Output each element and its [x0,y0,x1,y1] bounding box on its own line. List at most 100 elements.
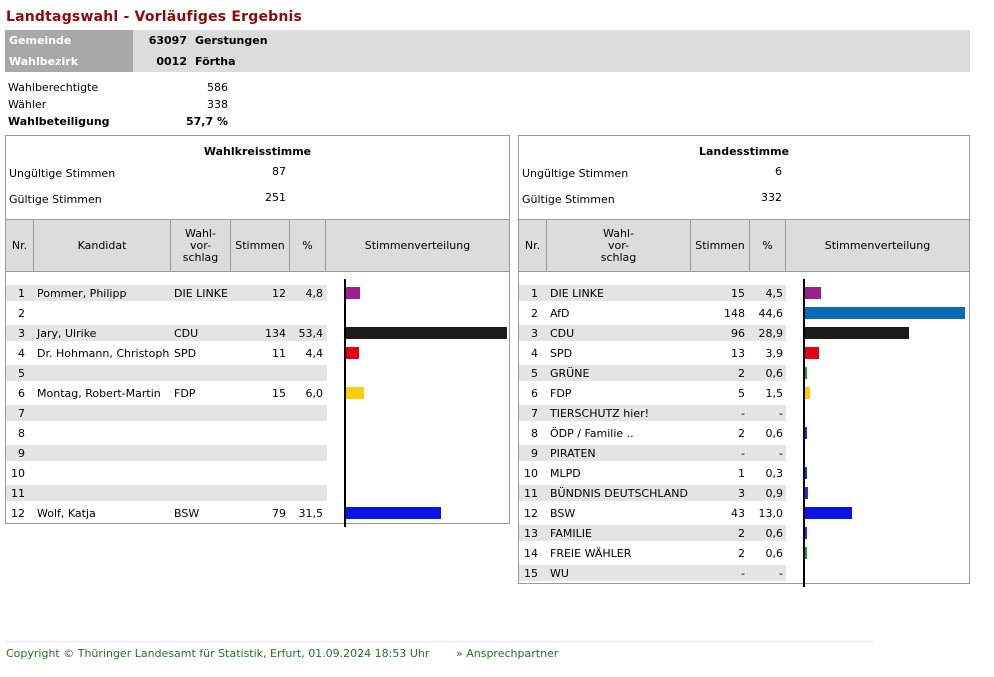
table-row: 10 MLPD 1 0,3 [519,463,967,483]
row-vorschlag: CDU [550,326,575,340]
footer-copyright: Copyright © Thüringer Landesamt für Stat… [6,647,430,660]
row-stimmen [231,443,286,463]
row-pct: 28,9 [758,326,784,340]
vote-bar [805,547,807,559]
row-nr: 6 [531,386,538,400]
table-row: 10 [6,463,509,483]
row-background [6,405,327,421]
row-nr: 10 [524,466,538,480]
row-background [519,285,786,301]
row-stimmen: 1 [738,466,745,480]
row-background [519,485,786,501]
wk-valid-label: Gültige Stimmen [9,192,102,206]
row-pct: - [779,566,783,580]
vote-bar [346,507,441,519]
row-stimmen: 3 [738,486,745,500]
ls-table-header: Nr. Wahl- vor- schlag Stimmen % Stimmenv… [519,219,969,272]
row-vorschlag: FREIE WÄHLER [550,546,632,560]
row-vorschlag: DIE LINKE [174,286,228,300]
row-nr: 8 [18,426,25,440]
stat-label: Wahlberechtigte [8,81,99,94]
wahlbezirk-row: Wahlbezirk 0012 Förtha [5,51,970,72]
table-row: 7 [6,403,509,423]
header-vorschlag-3: schlag [600,250,637,264]
row-nr: 12 [11,506,25,520]
vote-bar [805,367,807,379]
row-nr: 2 [18,306,25,320]
header-vorschlag-1: Wahl- [603,226,634,240]
row-pct [290,303,323,323]
row-vorschlag: BSW [550,506,576,520]
row-nr: 3 [18,326,25,340]
ls-invalid-value: 6 [775,165,782,178]
table-row: 1 Pommer, Philipp DIE LINKE 12 4,8 [6,283,509,303]
gemeinde-label: Gemeinde [5,30,133,51]
wk-table-header: Nr. Kandidat Wahl- vor- schlag Stimmen %… [6,219,509,272]
landesstimme-panel: Landesstimme Ungültige Stimmen 6 Gültige… [518,135,970,587]
row-pct: 6,0 [305,386,324,400]
row-pct [290,423,323,443]
vote-bar [805,287,821,299]
row-nr: 6 [18,386,25,400]
row-pct: 4,5 [765,286,784,300]
row-nr: 7 [18,406,25,420]
vote-bar [805,327,909,339]
row-background [519,325,786,341]
table-row: 11 [6,483,509,503]
row-stimmen: 2 [738,526,745,540]
row-background [6,285,327,301]
table-row: 8 [6,423,509,443]
stat-label: Wahlbeteiligung [8,115,110,128]
row-vorschlag: SPD [174,346,197,360]
row-stimmen: - [741,566,745,580]
row-vorschlag: GRÜNE [550,366,590,380]
vote-bar [805,507,852,519]
vote-bar [805,467,807,479]
row-nr: 3 [531,326,538,340]
ls-valid-value: 332 [761,191,782,204]
row-stimmen: 12 [272,286,286,300]
row-nr: 5 [531,366,538,380]
row-kandidat: Dr. Hohmann, Christoph [37,346,170,360]
distribution-axis [803,279,805,587]
header-kandidat: Kandidat [34,220,171,271]
row-stimmen: - [741,406,745,420]
row-stimmen [231,303,286,323]
table-row: 3 Jary, Ulrike CDU 134 53,4 [6,323,509,343]
stat-value: 57,7 % [186,115,228,128]
table-row: 9 PIRATEN - - [519,443,967,463]
gemeinde-name: Gerstungen [195,34,268,47]
row-nr: 5 [18,366,25,380]
row-stimmen: 13 [731,346,745,360]
row-vorschlag: MLPD [550,466,581,480]
header-stimmen: Stimmen [691,220,750,271]
contact-link[interactable]: » Ansprechpartner [456,647,559,660]
row-stimmen: 11 [272,346,286,360]
distribution-axis [344,279,346,527]
table-row: 15 WU - - [519,563,967,583]
row-vorschlag: ÖDP / Familie .. [550,426,634,440]
row-kandidat: Pommer, Philipp [37,286,127,300]
row-vorschlag: AfD [550,306,570,320]
wk-invalid-value: 87 [272,165,286,178]
page-title: Landtagswahl - Vorläufiges Ergebnis [6,9,303,25]
header-vorschlag-1: Wahl- [185,226,216,240]
table-row: 4 SPD 13 3,9 [519,343,967,363]
stat-label: Wähler [8,98,47,111]
stat-waehler: Wähler 338 [8,96,230,113]
turnout-stats: Wahlberechtigte 586 Wähler 338 Wahlbetei… [8,79,230,130]
row-vorschlag: BÜNDNIS DEUTSCHLAND [550,486,688,500]
row-pct: 4,4 [305,346,324,360]
wk-invalid-label: Ungültige Stimmen [9,166,116,180]
row-nr: 10 [11,466,25,480]
row-pct: 0,6 [765,366,784,380]
row-vorschlag: PIRATEN [550,446,596,460]
table-row: 5 [6,363,509,383]
row-kandidat: Wolf, Katja [37,506,96,520]
row-pct: 0,3 [765,466,784,480]
wahlbezirk-label: Wahlbezirk [5,51,133,72]
table-row: 9 [6,443,509,463]
row-nr: 9 [18,446,25,460]
row-nr: 15 [524,566,538,580]
table-row: 14 FREIE WÄHLER 2 0,6 [519,543,967,563]
